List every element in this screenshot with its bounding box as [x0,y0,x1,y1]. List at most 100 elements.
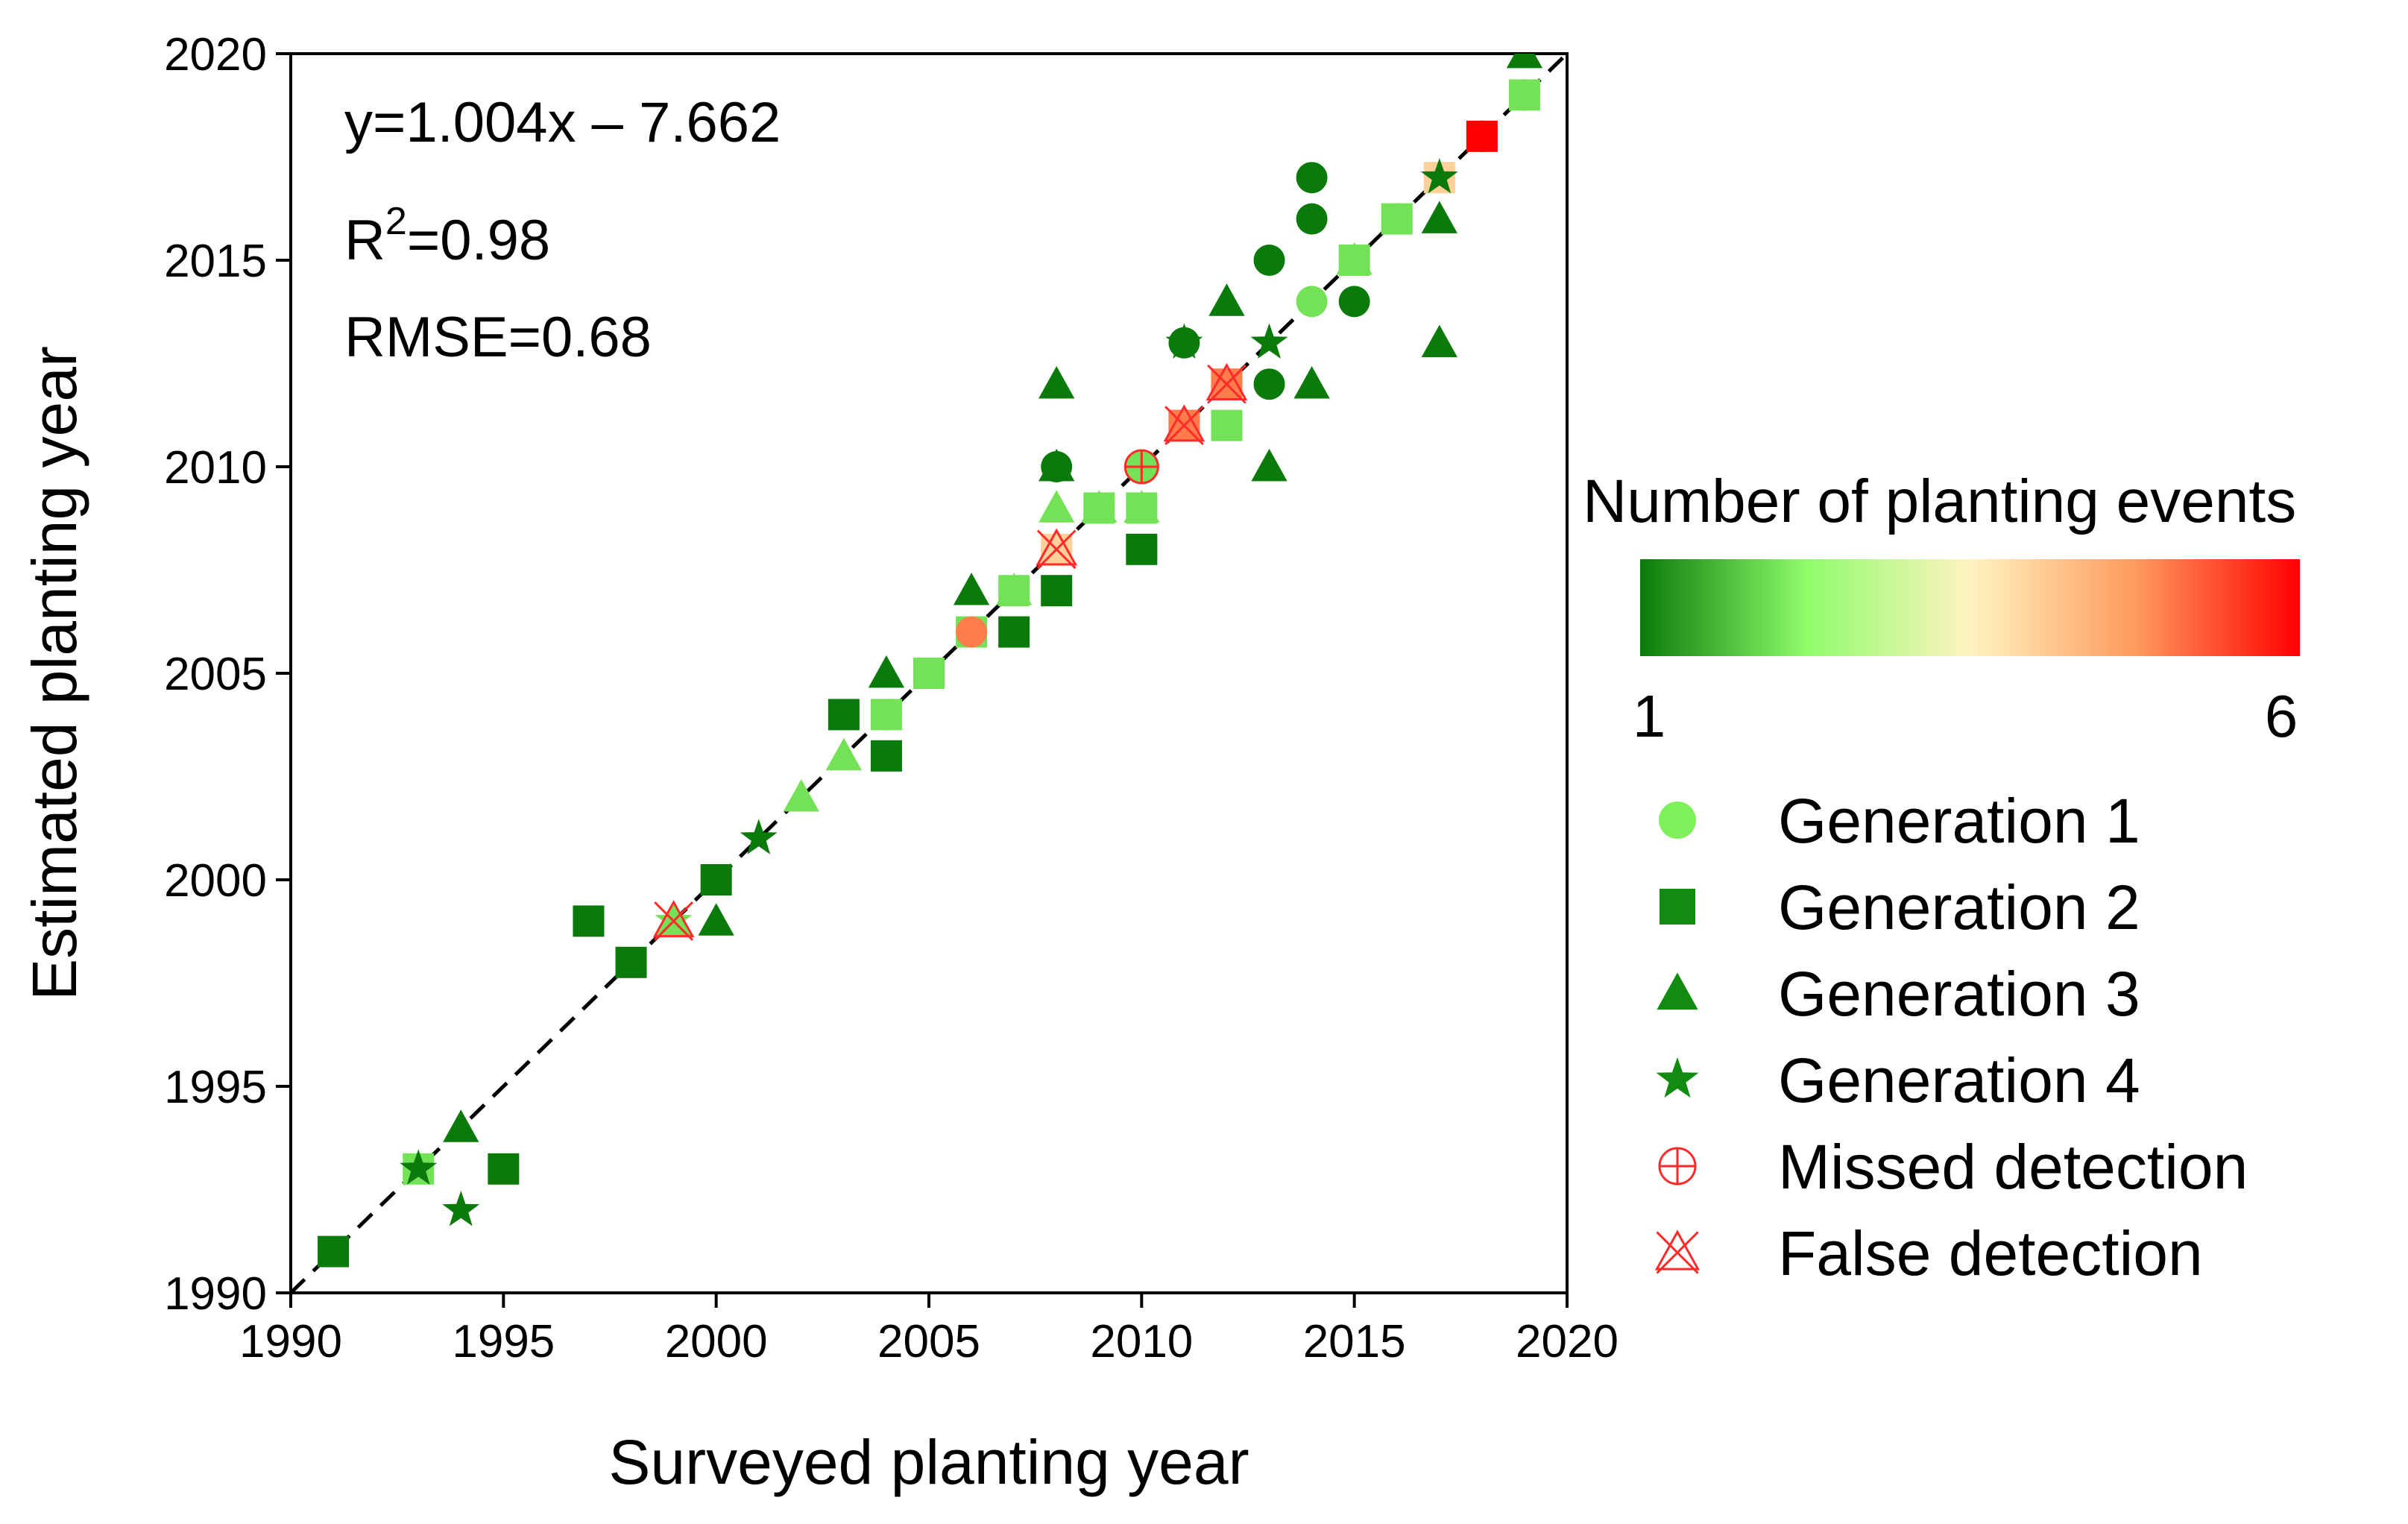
data-point [1251,448,1287,482]
data-point [1296,203,1328,235]
data-point [1038,490,1075,523]
x-tick-label: 2015 [1303,1316,1406,1367]
legend-label: False detection [1778,1218,2203,1288]
data-point [700,864,732,895]
data-point [1421,324,1457,358]
data-point [1041,575,1073,607]
legend-label: Generation 4 [1778,1045,2140,1115]
legend-marker [1654,1229,1701,1274]
data-point [1296,162,1328,194]
data-point [1163,404,1205,445]
data-point [573,905,605,937]
data-point [400,1149,438,1185]
legend-label: Generation 3 [1778,959,2140,1029]
data-point [1293,366,1330,399]
data-point [828,699,860,731]
data-point [1250,323,1288,359]
data-point [953,573,990,605]
data-point [995,573,1033,605]
x-tick-label: 2020 [1516,1316,1619,1367]
x-tick-label: 2000 [665,1316,768,1367]
legend-label: Generation 1 [1778,786,2140,856]
data-point [1466,120,1498,152]
data-point [1036,528,1078,570]
data-point [783,779,819,812]
data-point [698,903,734,936]
x-tick-label: 2005 [877,1316,980,1367]
colorbar [1640,559,2300,656]
data-point [1038,531,1075,564]
colorbar-title: Number of planting events [1583,467,2296,535]
series-missed-detection [1123,449,1159,485]
legend-item: Generation 1 [1659,786,2140,856]
data-point [1338,286,1370,318]
r-squared-superscript: 2 [385,200,407,243]
legend-marker [1657,972,1698,1010]
y-tick-label: 2015 [164,236,267,287]
data-point [870,699,902,731]
rmse-annotation: RMSE=0.68 [344,306,652,369]
data-point [652,900,695,941]
data-point [1081,490,1118,523]
data-point [1508,79,1540,111]
legend-label: Generation 2 [1778,872,2140,942]
data-point [615,946,647,978]
data-point [1123,449,1159,485]
data-point [825,737,863,771]
data-point [868,655,905,688]
data-point [740,819,778,854]
data-point [1420,158,1458,194]
series-generation-4 [400,158,1458,1227]
colorbar-min-label: 1 [1633,683,1666,749]
legend-marker [1658,1147,1697,1185]
data-point [1041,451,1073,482]
data-point [488,1153,520,1185]
data-point [1205,362,1248,404]
data-point [1506,54,1543,69]
legend-item: Missed detection [1658,1132,2248,1202]
r-squared-value: =0.98 [407,209,550,272]
data-point [1381,203,1413,235]
x-tick-label: 1995 [452,1316,555,1367]
legend-marker [1656,1057,1699,1098]
data-point [1211,409,1243,441]
legend-item: Generation 2 [1660,872,2140,942]
data-point [998,616,1030,648]
data-point [1126,533,1158,565]
data-point [1038,366,1075,399]
data-points [318,54,1543,1268]
data-point [1296,286,1328,318]
x-tick-label: 1990 [239,1316,342,1367]
data-point [1253,368,1285,400]
y-tick-label: 2005 [164,649,267,700]
legend: Generation 1 Generation 2 Generation 3 Gene… [1654,786,2248,1288]
legend-label: Missed detection [1778,1132,2248,1202]
y-tick-label: 2020 [164,29,267,81]
data-point [442,1191,480,1227]
y-tick-label: 2010 [164,442,267,494]
data-point [1336,242,1372,275]
data-point [956,616,988,648]
r-squared-annotation: R2=0.98 [344,200,550,272]
colorbar-max-label: 6 [2265,683,2298,749]
legend-item: Generation 3 [1657,959,2140,1029]
legend-marker [1660,889,1695,925]
data-point [1208,283,1245,316]
data-point [870,740,902,772]
data-point [1253,245,1285,276]
x-axis-title: Surveyed planting year [608,1427,1249,1497]
data-point [1123,490,1160,523]
y-tick-label: 2000 [164,855,267,907]
y-tick-label: 1995 [164,1062,267,1113]
data-point [655,901,693,937]
data-point [443,1109,479,1142]
y-tick-label: 1990 [164,1268,267,1320]
data-point [1421,201,1457,233]
series-false-detection [652,362,1248,941]
regression-equation: y=1.004x – 7.662 [344,91,781,154]
r-squared-label: R [344,209,385,272]
series-generation-3 [443,54,1543,1142]
data-point [1166,407,1203,440]
y-axis-ticks: 1990 1995 2000 2005 2010 2015 2020 [164,29,291,1320]
